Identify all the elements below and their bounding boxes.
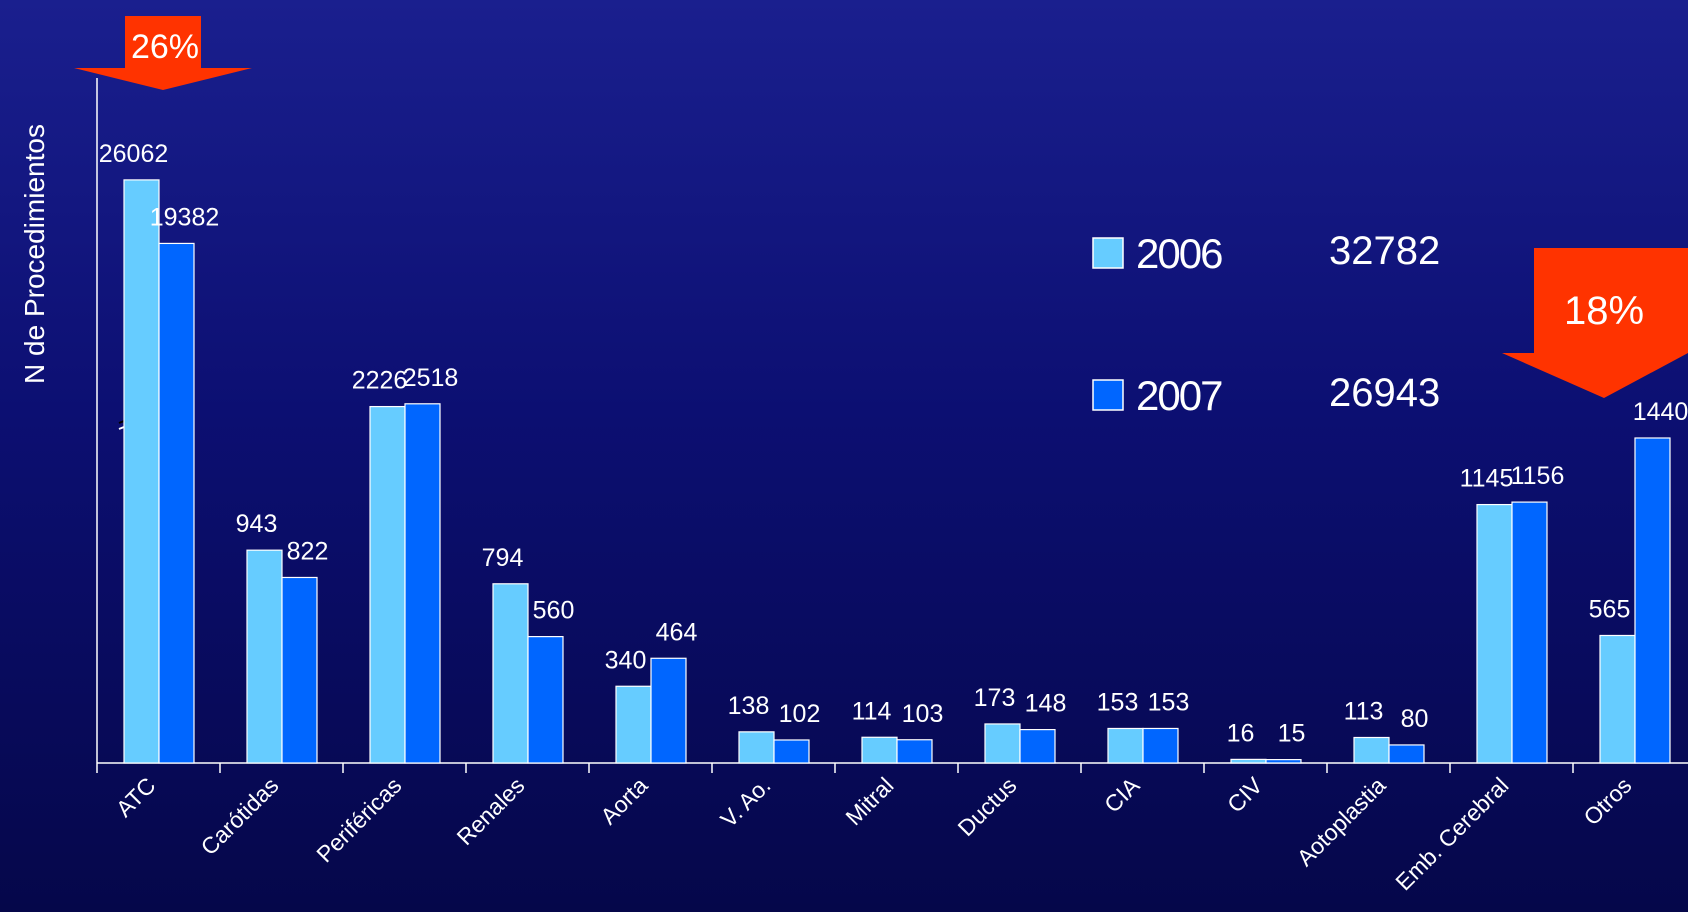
- bar: [492, 583, 529, 764]
- data-label: 1145: [1460, 465, 1514, 493]
- bar: [1388, 744, 1425, 764]
- data-label: 113: [1344, 697, 1384, 725]
- data-label: 138: [728, 692, 770, 720]
- bar: [1353, 736, 1390, 764]
- bar: [1511, 501, 1548, 764]
- bar: [246, 549, 283, 764]
- data-label: 173: [974, 684, 1016, 712]
- x-tick-label: V. Ao.: [715, 772, 775, 832]
- bar: [861, 736, 898, 764]
- legend-swatch: [1092, 237, 1124, 269]
- bar: [1019, 728, 1056, 764]
- x-tick-label: Otros: [1578, 772, 1636, 830]
- x-tick-label: Renales: [451, 772, 529, 850]
- data-label: 565: [1589, 595, 1631, 623]
- data-label: 15: [1278, 720, 1306, 748]
- data-label: 153: [1148, 688, 1190, 716]
- callouts: 26% 18%: [74, 16, 1688, 398]
- data-label: 102: [779, 700, 821, 728]
- x-tick-label: Aorta: [595, 772, 652, 829]
- x-tick-label: Carótidas: [196, 772, 284, 860]
- data-label: 560: [533, 597, 575, 625]
- bar: [1634, 437, 1671, 764]
- bar: [158, 242, 195, 764]
- bar: [984, 723, 1021, 764]
- chart-axes: [96, 78, 1688, 773]
- bar: [615, 685, 652, 764]
- data-label: 26062: [99, 140, 169, 168]
- x-tick-label: ATC: [111, 772, 161, 822]
- data-label: 2518: [403, 364, 459, 392]
- data-label: 103: [902, 700, 944, 728]
- bar: [1265, 759, 1302, 764]
- x-tick-label: Ductus: [953, 772, 1022, 841]
- data-label: 114: [852, 697, 892, 725]
- legend-total: 32782: [1329, 229, 1440, 273]
- legend-total: 26943: [1329, 371, 1440, 415]
- data-label: 464: [656, 618, 698, 646]
- data-label: 822: [287, 537, 329, 565]
- x-tick-label: CIV: [1222, 772, 1268, 818]
- bar: [281, 576, 318, 764]
- data-label: 943: [236, 510, 278, 538]
- bar: [896, 739, 933, 764]
- callout-label: 26%: [131, 28, 199, 66]
- bar: [738, 731, 775, 764]
- x-tick-label: Aotoplastia: [1292, 772, 1391, 871]
- data-label: 153: [1097, 688, 1139, 716]
- legend-label: 2006: [1136, 230, 1222, 277]
- data-label: 16: [1227, 719, 1255, 747]
- bar: [369, 405, 406, 764]
- chart-bars: [123, 179, 1671, 764]
- bar: [1599, 634, 1636, 764]
- bar: [1107, 727, 1144, 764]
- bar: [527, 636, 564, 764]
- bar: [1142, 727, 1179, 764]
- data-label: 19382: [150, 203, 220, 231]
- bar: [404, 403, 441, 764]
- data-label: 148: [1025, 690, 1067, 718]
- y-axis-label: N de Procedimientos: [19, 124, 50, 384]
- data-label: 340: [605, 646, 647, 674]
- legend-swatch: [1092, 379, 1124, 411]
- bar: [1476, 503, 1513, 764]
- callout-label: 18%: [1564, 289, 1644, 333]
- legend: 2006 32782 2007 26943: [1092, 229, 1440, 419]
- bar: [1230, 758, 1267, 764]
- x-tick-label: Mitral: [840, 772, 898, 830]
- callout-arrow: [1502, 248, 1688, 398]
- data-label: 2226: [352, 367, 408, 395]
- bar: [123, 179, 160, 764]
- data-label: 1156: [1511, 462, 1565, 490]
- bar: [650, 657, 687, 764]
- data-label: 794: [482, 544, 524, 572]
- x-tick-labels: ATC Carótidas Periféricas Renales Aorta V. Ao…: [111, 772, 1637, 896]
- data-label: 1440: [1633, 398, 1688, 426]
- legend-label: 2007: [1136, 372, 1222, 419]
- bar: [773, 739, 810, 764]
- x-tick-label: Emb. Cerebral: [1390, 772, 1513, 895]
- x-tick-label: CIA: [1099, 772, 1145, 818]
- callout-arrow: [74, 16, 252, 90]
- x-tick-label: Periféricas: [311, 772, 406, 867]
- data-label: 80: [1401, 705, 1429, 733]
